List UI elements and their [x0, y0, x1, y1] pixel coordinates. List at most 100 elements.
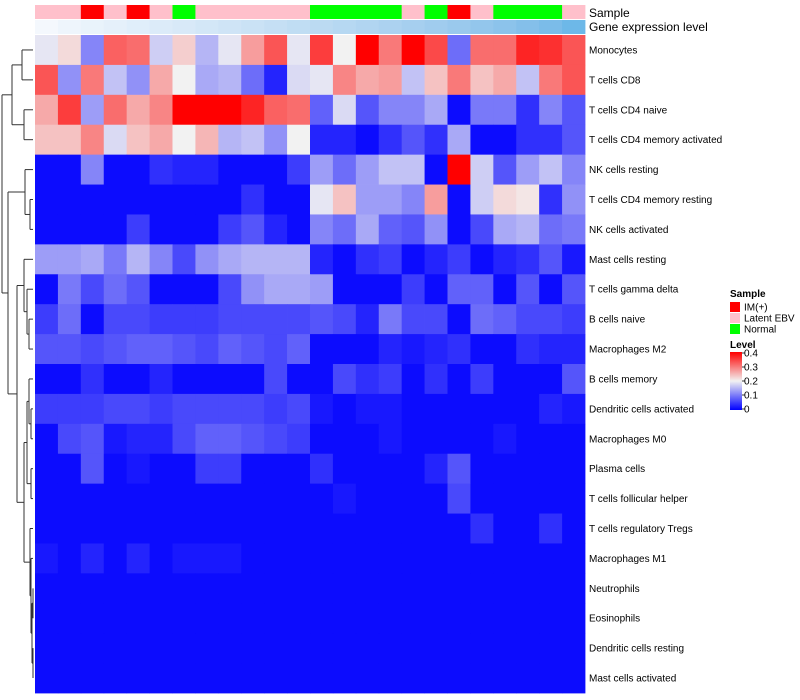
gene-expression-annotation-cell: [401, 20, 425, 34]
heatmap-cell: [241, 184, 265, 215]
heatmap-cell: [103, 573, 128, 604]
heatmap-cell: [447, 393, 471, 425]
heatmap-cell: [149, 483, 173, 514]
row-label: T cells CD8: [589, 75, 641, 86]
heatmap-cell: [264, 603, 288, 634]
row-label: T cells follicular helper: [589, 494, 688, 505]
heatmap-cell: [516, 35, 540, 66]
heatmap-cell: [103, 214, 128, 245]
heatmap-cell: [287, 633, 311, 664]
heatmap-cell: [378, 513, 403, 544]
heatmap-cell: [562, 154, 586, 185]
heatmap-cell: [424, 483, 448, 514]
heatmap-cell: [264, 364, 288, 395]
heatmap-cell: [447, 334, 471, 365]
heatmap-cell: [172, 633, 196, 664]
heatmap-cell: [287, 214, 311, 245]
heatmap-cell: [57, 573, 82, 604]
heatmap-cell: [241, 304, 265, 335]
heatmap-cell: [401, 364, 425, 395]
heatmap-cell: [35, 154, 59, 185]
heatmap-cell: [287, 124, 311, 156]
heatmap-cell: [401, 304, 425, 335]
heatmap-cell: [310, 663, 334, 694]
heatmap-cell: [401, 35, 425, 66]
heatmap-cell: [149, 35, 173, 66]
heatmap-cell: [310, 423, 334, 455]
heatmap-cell: [516, 543, 540, 574]
heatmap-cell: [332, 214, 357, 245]
heatmap-cell: [35, 453, 59, 485]
heatmap-cell: [126, 513, 150, 544]
heatmap-cell: [35, 603, 59, 634]
heatmap-cell: [401, 603, 425, 634]
heatmap-cell: [310, 364, 334, 395]
heatmap-cell: [310, 94, 334, 126]
heatmap-cell: [516, 184, 540, 215]
heatmap-cell: [80, 513, 105, 544]
heatmap-cell: [332, 154, 357, 185]
heatmap-cell: [447, 154, 471, 185]
heatmap-cell: [562, 483, 586, 514]
heatmap-cell: [493, 483, 517, 514]
heatmap-cell: [539, 304, 563, 335]
heatmap-cell: [80, 603, 105, 634]
heatmap-cell: [355, 154, 380, 185]
heatmap-cell: [516, 513, 540, 544]
row-label: B cells memory: [589, 374, 657, 385]
heatmap-cell: [35, 184, 59, 215]
heatmap-cell: [424, 663, 448, 694]
heatmap-cell: [35, 334, 59, 365]
heatmap-cell: [195, 453, 219, 485]
heatmap-cell: [172, 483, 196, 514]
row-label: NK cells activated: [589, 225, 668, 236]
heatmap-cell: [493, 663, 517, 694]
row-label: T cells CD4 memory activated: [589, 135, 722, 146]
gene-expression-annotation-cell: [447, 20, 471, 34]
heatmap-cell: [493, 94, 517, 126]
heatmap-cell: [264, 94, 288, 126]
gene-expression-annotation-cell: [493, 20, 517, 34]
heatmap-cell: [35, 124, 59, 156]
heatmap-cell: [493, 423, 517, 455]
heatmap-cell: [80, 633, 105, 664]
row-label: T cells CD4 memory resting: [589, 195, 712, 206]
heatmap-cell: [57, 154, 82, 185]
heatmap-cell: [149, 513, 173, 544]
heatmap-cell: [493, 453, 517, 485]
heatmap-cell: [287, 184, 311, 215]
heatmap-cell: [355, 423, 380, 455]
heatmap-cell: [332, 364, 357, 395]
sample-legend-label: Latent EBV: [744, 314, 795, 325]
heatmap-cell: [493, 244, 517, 275]
sample-annotation-cell: [493, 5, 517, 19]
heatmap-cell: [35, 364, 59, 395]
heatmap-cell: [562, 393, 586, 425]
sample-annotation-cell: [310, 5, 334, 19]
heatmap-cell: [355, 334, 380, 365]
gene-expression-annotation-cell: [195, 20, 219, 34]
heatmap-cell: [470, 633, 494, 664]
heatmap-cell: [310, 214, 334, 245]
heatmap-cell: [126, 244, 150, 275]
heatmap-cell: [378, 214, 403, 245]
heatmap-cell: [332, 304, 357, 335]
heatmap-cell: [57, 513, 82, 544]
heatmap-cell: [241, 543, 265, 574]
heatmap-cell: [355, 603, 380, 634]
heatmap-cell: [218, 184, 242, 215]
heatmap-cell: [126, 663, 150, 694]
row-label: Dendritic cells activated: [589, 404, 694, 415]
heatmap-cell: [103, 603, 128, 634]
heatmap-cell: [80, 393, 105, 425]
heatmap-cell: [126, 393, 150, 425]
heatmap-cell: [172, 453, 196, 485]
heatmap-cell: [264, 633, 288, 664]
heatmap-cell: [149, 154, 173, 185]
heatmap-cell: [195, 124, 219, 156]
heatmap-cell: [378, 453, 403, 485]
heatmap-cell: [103, 154, 128, 185]
heatmap-cell: [80, 274, 105, 305]
heatmap-cell: [195, 513, 219, 544]
sample-annotation-cell: [539, 5, 563, 19]
